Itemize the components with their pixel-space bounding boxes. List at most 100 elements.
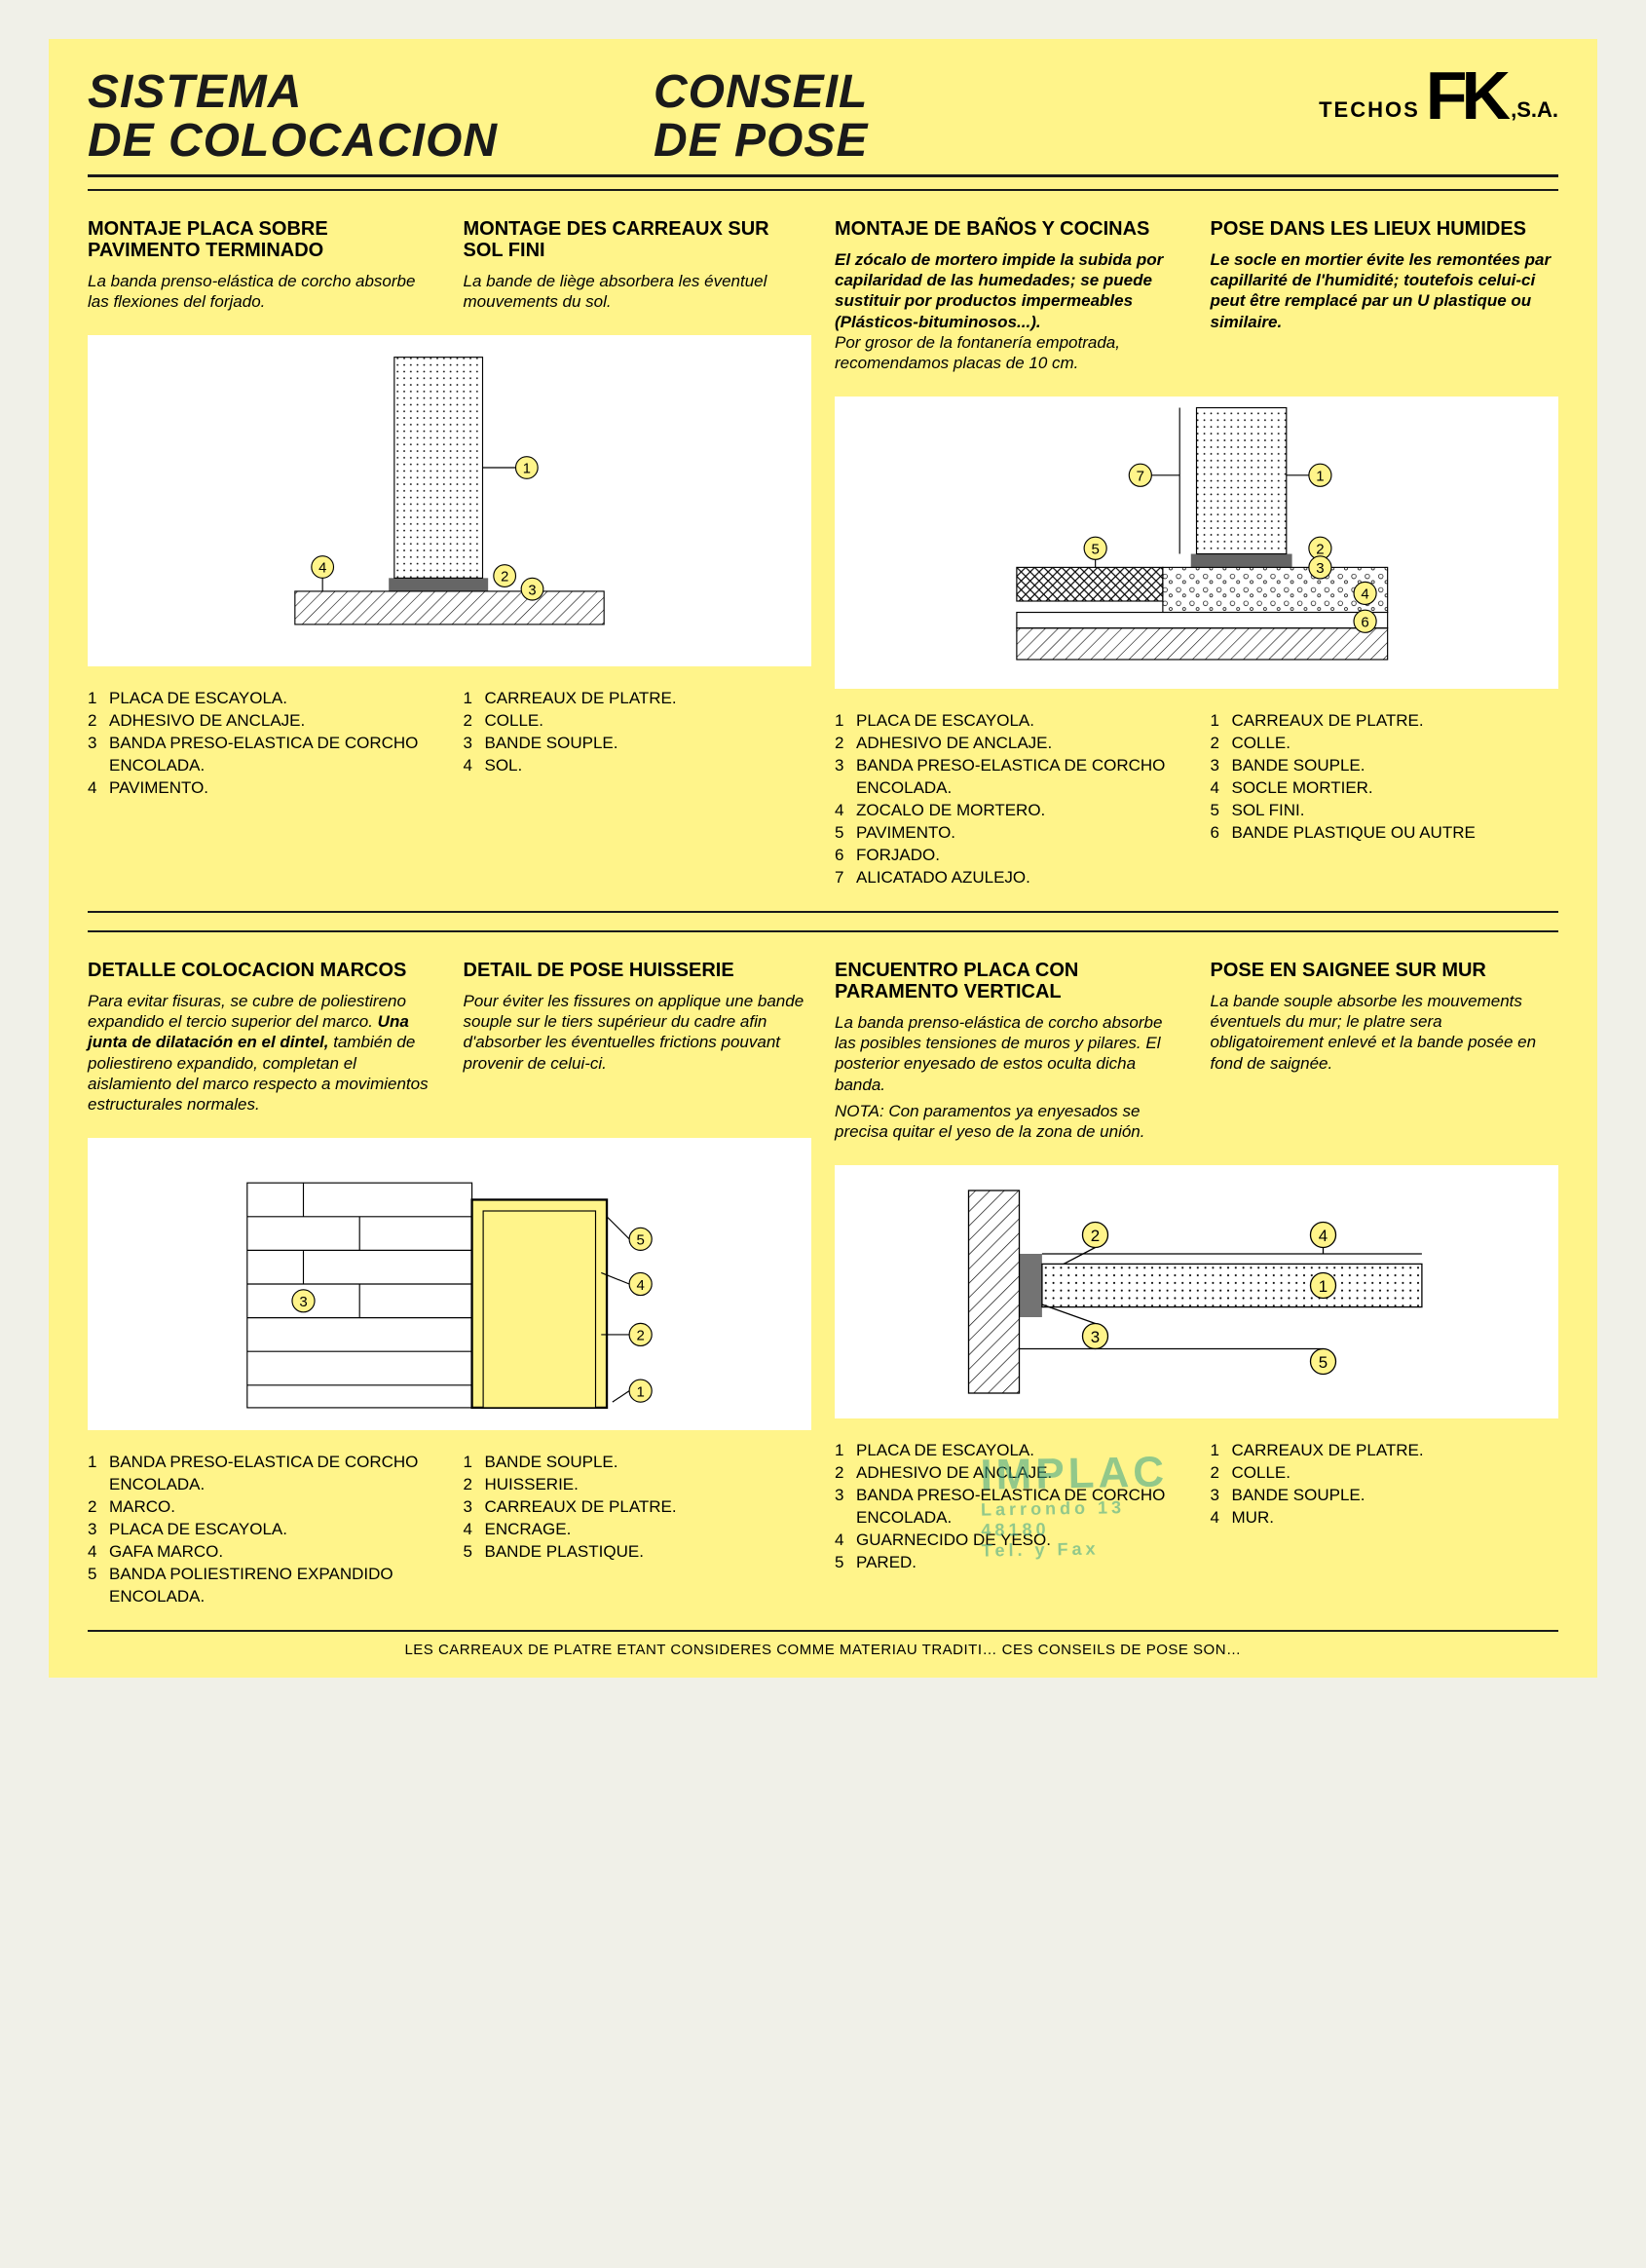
stamp: IMPLAC Larrondo 13 48180 Tel. y Fax bbox=[980, 1449, 1170, 1562]
s4-fr-title: POSE EN SAIGNEE SUR MUR bbox=[1211, 960, 1559, 981]
legend-item: 1BANDE SOUPLE. bbox=[464, 1452, 812, 1474]
logo-suffix: ,S.A. bbox=[1511, 97, 1558, 123]
s3-es-pre: Para evitar fisuras, se cubre de poliest… bbox=[88, 992, 406, 1031]
legend-item: 4 ENCRAGE. bbox=[464, 1519, 812, 1541]
legend-item: 5SOL FINI. bbox=[1211, 800, 1559, 822]
legend-num: 3 bbox=[1211, 1485, 1224, 1507]
legend-num: 1 bbox=[1211, 1440, 1224, 1462]
s4-diagram: 4 2 1 3 5 bbox=[835, 1165, 1558, 1418]
legend-num: 4 bbox=[88, 777, 101, 800]
legend-num: 1 bbox=[88, 1452, 101, 1496]
logo: TECHOS FK ,S.A. bbox=[1319, 68, 1558, 123]
footer-text: LES CARREAUX DE PLATRE ETANT CONSIDERES … bbox=[88, 1642, 1558, 1658]
legend-num: 1 bbox=[88, 688, 101, 710]
legend-text: PLACA DE ESCAYOLA. bbox=[109, 1519, 287, 1541]
legend-text: PAVIMENTO. bbox=[856, 822, 955, 845]
legend-num: 2 bbox=[1211, 733, 1224, 755]
s4-es-title: ENCUENTRO PLACA CON PARAMENTO VERTICAL bbox=[835, 960, 1183, 1002]
svg-text:4: 4 bbox=[1319, 1227, 1328, 1245]
legend-text: CARREAUX DE PLATRE. bbox=[1232, 710, 1424, 733]
svg-text:2: 2 bbox=[1316, 542, 1324, 558]
legend-num: 1 bbox=[464, 1452, 477, 1474]
legend-item: 1CARREAUX DE PLATRE. bbox=[1211, 710, 1559, 733]
svg-text:5: 5 bbox=[636, 1232, 644, 1249]
legend-num: 6 bbox=[1211, 822, 1224, 845]
svg-text:3: 3 bbox=[1091, 1328, 1100, 1346]
s4-fr-body: La bande souple absorbe les mouvements é… bbox=[1211, 991, 1559, 1074]
section-4: ENCUENTRO PLACA CON PARAMENTO VERTICAL L… bbox=[835, 960, 1558, 1608]
s3-legend-es: 1BANDA PRESO-ELASTICA DE CORCHO ENCOLADA… bbox=[88, 1452, 436, 1608]
legend-text: PAVIMENTO. bbox=[109, 777, 208, 800]
legend-num: 2 bbox=[88, 710, 101, 733]
legend-text: BANDE PLASTIQUE. bbox=[485, 1541, 644, 1564]
legend-num: 5 bbox=[88, 1564, 101, 1608]
legend-text: COLLE. bbox=[485, 710, 543, 733]
legend-text: BANDE PLASTIQUE OU AUTRE bbox=[1232, 822, 1476, 845]
legend-num: 3 bbox=[88, 1519, 101, 1541]
legend-num: 3 bbox=[464, 733, 477, 755]
legend-item: 1BANDA PRESO-ELASTICA DE CORCHO ENCOLADA… bbox=[88, 1452, 436, 1496]
s1-es-title: MONTAJE PLACA SOBRE PAVIMENTO TERMINADO bbox=[88, 218, 436, 261]
legend-item: 5BANDE PLASTIQUE. bbox=[464, 1541, 812, 1564]
legend-text: BANDE SOUPLE. bbox=[1232, 755, 1365, 777]
legend-num: 3 bbox=[835, 1485, 848, 1530]
legend-item: 3BANDE SOUPLE. bbox=[1211, 755, 1559, 777]
s2-legend-fr: 1CARREAUX DE PLATRE.2 COLLE.3BANDE SOUPLE… bbox=[1211, 710, 1559, 889]
legend-item: 4ZOCALO DE MORTERO. bbox=[835, 800, 1183, 822]
legend-item: 1PLACA DE ESCAYOLA. bbox=[88, 688, 436, 710]
legend-num: 5 bbox=[835, 822, 848, 845]
section-2: MONTAJE DE BAÑOS Y COCINAS El zócalo de … bbox=[835, 218, 1558, 889]
svg-text:5: 5 bbox=[1319, 1353, 1328, 1372]
svg-text:4: 4 bbox=[318, 561, 326, 577]
section-3: DETALLE COLOCACION MARCOS Para evitar fi… bbox=[88, 960, 811, 1608]
legend-item: 2COLLE. bbox=[1211, 1462, 1559, 1485]
legend-num: 3 bbox=[88, 733, 101, 777]
title-fr-line1: CONSEIL bbox=[654, 68, 868, 117]
s1-es-body: La banda prenso-elástica de corcho absor… bbox=[88, 271, 436, 313]
legend-text: COLLE. bbox=[1232, 733, 1291, 755]
legend-num: 4 bbox=[464, 1519, 477, 1541]
legend-num: 1 bbox=[835, 1440, 848, 1462]
sections: MONTAJE PLACA SOBRE PAVIMENTO TERMINADO … bbox=[88, 189, 1558, 1632]
s1-legend-fr: 1CARREAUX DE PLATRE.2COLLE.3BANDE SOUPLE… bbox=[464, 688, 812, 800]
legend-text: ZOCALO DE MORTERO. bbox=[856, 800, 1045, 822]
legend-text: ADHESIVO DE ANCLAJE. bbox=[109, 710, 305, 733]
legend-item: 3BANDA PRESO-ELASTICA DE CORCHO ENCOLADA… bbox=[88, 733, 436, 777]
s2-diagram: 1 2 3 4 5 6 7 bbox=[835, 397, 1558, 689]
legend-text: ADHESIVO DE ANCLAJE. bbox=[856, 733, 1052, 755]
legend-item: 1CARREAUX DE PLATRE. bbox=[464, 688, 812, 710]
legend-item: 3CARREAUX DE PLATRE. bbox=[464, 1496, 812, 1519]
header-titles: SISTEMA DE COLOCACION CONSEIL DE POSE bbox=[88, 68, 868, 167]
legend-text: MARCO. bbox=[109, 1496, 175, 1519]
legend-text: BANDE SOUPLE. bbox=[485, 733, 618, 755]
section-1: MONTAJE PLACA SOBRE PAVIMENTO TERMINADO … bbox=[88, 218, 811, 889]
legend-item: 3BANDE SOUPLE. bbox=[1211, 1485, 1559, 1507]
legend-text: ALICATADO AZULEJO. bbox=[856, 867, 1030, 889]
svg-text:6: 6 bbox=[1361, 615, 1368, 631]
legend-text: HUISSERIE. bbox=[485, 1474, 579, 1496]
s1-legend-es: 1PLACA DE ESCAYOLA.2 ADHESIVO DE ANCLAJE.… bbox=[88, 688, 436, 800]
legend-text: BANDA PRESO-ELASTICA DE CORCHO ENCOLADA. bbox=[109, 1452, 436, 1496]
legend-item: 1CARREAUX DE PLATRE. bbox=[1211, 1440, 1559, 1462]
s2-es-rest: Por grosor de la fontanería empotrada, r… bbox=[835, 333, 1120, 372]
title-fr-line2: DE POSE bbox=[654, 117, 868, 166]
legend-num: 5 bbox=[835, 1552, 848, 1574]
legend-num: 6 bbox=[835, 845, 848, 867]
legend-text: BANDA PRESO-ELASTICA DE CORCHO ENCOLADA. bbox=[109, 733, 436, 777]
svg-text:1: 1 bbox=[636, 1384, 644, 1401]
svg-text:1: 1 bbox=[1316, 469, 1324, 485]
legend-text: ENCRAGE. bbox=[485, 1519, 572, 1541]
svg-text:5: 5 bbox=[1091, 542, 1099, 558]
s2-es-bold: El zócalo de mortero impide la subida po… bbox=[835, 250, 1163, 331]
svg-text:4: 4 bbox=[636, 1277, 644, 1294]
legend-num: 2 bbox=[835, 733, 848, 755]
legend-text: SOL. bbox=[485, 755, 523, 777]
legend-num: 5 bbox=[1211, 800, 1224, 822]
legend-text: BANDA POLIESTIRENO EXPANDIDO ENCOLADA. bbox=[109, 1564, 436, 1608]
s3-diagram: 5 4 2 1 3 bbox=[88, 1138, 811, 1430]
legend-item: 6 FORJADO. bbox=[835, 845, 1183, 867]
legend-num: 1 bbox=[464, 688, 477, 710]
legend-item: 6 BANDE PLASTIQUE OU AUTRE bbox=[1211, 822, 1559, 845]
legend-text: FORJADO. bbox=[856, 845, 940, 867]
stamp-l4: Tel. y Fax bbox=[982, 1538, 1170, 1562]
